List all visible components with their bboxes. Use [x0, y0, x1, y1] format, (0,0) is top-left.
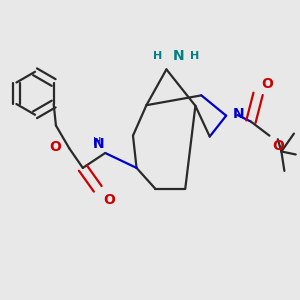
Text: N: N: [172, 49, 184, 63]
Text: O: O: [103, 193, 115, 207]
Text: H: H: [153, 51, 162, 61]
Text: H: H: [93, 137, 102, 147]
Text: O: O: [262, 77, 274, 91]
Text: O: O: [49, 140, 61, 154]
Text: O: O: [272, 139, 284, 153]
Text: N: N: [93, 136, 105, 151]
Text: N: N: [233, 107, 244, 121]
Text: H: H: [190, 51, 200, 61]
